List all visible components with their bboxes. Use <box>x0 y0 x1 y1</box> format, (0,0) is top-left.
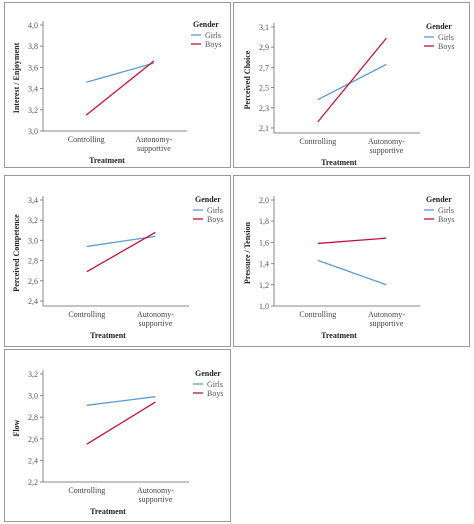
legend-title: Gender <box>195 369 221 378</box>
y-tick-label: 3,0 <box>28 236 38 245</box>
x-tick-label: Autonomy-supportive <box>137 310 174 328</box>
legend-title: Gender <box>193 20 219 29</box>
y-tick-label: 2,2 <box>28 478 38 487</box>
series-line-boys <box>86 401 156 445</box>
y-tick-label: 3,6 <box>28 63 38 72</box>
y-tick-label: 3,4 <box>28 196 38 205</box>
x-axis-title: Treatment <box>321 331 357 340</box>
chart-panel-4: 1,0 1,2 1,4 1,6 1,8 2,0 Controlling Autonomy-su… <box>233 175 470 347</box>
y-tick-label: 3,2 <box>28 216 38 225</box>
y-tick-label: 3,0 <box>28 127 38 136</box>
x-tick-label: Autonomy-supportive <box>137 486 174 504</box>
series-line-boys <box>317 237 387 245</box>
y-axis-title: Flow <box>12 419 21 436</box>
chart-svg: 2,1 2,3 2,5 2,7 2,9 3,1 Controlling Autonomy-su… <box>243 22 454 167</box>
chart-svg: 2,4 2,6 2,8 3,0 3,2 3,4 Controlling Autonomy-su… <box>12 195 223 340</box>
y-tick-label: 2,3 <box>259 104 269 113</box>
y-tick-label: 2,1 <box>259 124 269 133</box>
y-tick-label: 2,4 <box>28 456 38 465</box>
y-tick-label: 1,6 <box>259 238 269 247</box>
chart-svg: 1,0 1,2 1,4 1,6 1,8 2,0 Controlling Autonomy-su… <box>243 195 454 340</box>
legend-entry: Boys <box>207 215 223 224</box>
legend-entry: Girls <box>438 206 454 215</box>
x-tick-label: Autonomy-supportive <box>368 137 405 155</box>
y-tick-label: 2,0 <box>259 196 269 205</box>
y-tick-label: 1,0 <box>259 302 269 311</box>
chart-svg: 2,2 2,4 2,6 2,8 3,0 3,2 Controlling Autonomy-su… <box>12 369 223 516</box>
x-axis-title: Treatment <box>321 158 357 167</box>
series-line-girls <box>86 396 156 406</box>
y-tick-label: 2,6 <box>28 435 38 444</box>
y-tick-label: 2,5 <box>259 84 269 93</box>
y-axis-title: Perceived Choice <box>243 50 252 109</box>
legend-title: Gender <box>195 195 221 204</box>
y-tick-label: 3,2 <box>28 370 38 379</box>
chart-panel-1: 3,0 3,2 3,4 3,6 3,8 4,0 Controlling Autonomy-su… <box>4 2 231 168</box>
legend-entry: Girls <box>207 206 223 215</box>
y-tick-label: 2,8 <box>28 413 38 422</box>
x-axis-title: Treatment <box>90 507 126 516</box>
x-tick-label: Controlling <box>299 137 336 146</box>
chart-panel-5: 2,2 2,4 2,6 2,8 3,0 3,2 Controlling Autonomy-su… <box>4 349 231 522</box>
y-tick-label: 3,0 <box>28 392 38 401</box>
series-line-girls <box>317 63 387 101</box>
y-axis-title: Interest / Enjoyment <box>12 42 21 113</box>
legend-title: Gender <box>426 195 452 204</box>
x-tick-label: Controlling <box>68 310 105 319</box>
series-line-boys <box>85 60 155 116</box>
y-tick-label: 2,6 <box>28 277 38 286</box>
series-line-boys <box>317 37 387 123</box>
legend-entry: Boys <box>438 42 454 51</box>
legend-entry: Boys <box>207 389 223 398</box>
legend-title: Gender <box>426 22 452 31</box>
y-tick-label: 2,9 <box>259 43 269 52</box>
x-tick-label: Controlling <box>299 310 336 319</box>
y-tick-label: 2,8 <box>28 257 38 266</box>
series-line-girls <box>86 62 155 83</box>
series-line-boys <box>86 231 156 273</box>
x-tick-label: Autonomy-supportive <box>368 310 405 328</box>
y-tick-label: 1,4 <box>259 260 269 269</box>
legend-entry: Boys <box>205 40 221 49</box>
x-axis-title: Treatment <box>90 331 126 340</box>
y-tick-label: 2,7 <box>259 63 269 72</box>
series-line-girls <box>317 259 387 286</box>
y-tick-label: 3,1 <box>259 23 269 32</box>
y-tick-label: 1,2 <box>259 281 269 290</box>
chart-panel-3: 2,4 2,6 2,8 3,0 3,2 3,4 Controlling Autonomy-su… <box>4 175 231 347</box>
x-tick-label: Controlling <box>68 486 105 495</box>
y-tick-label: 3,4 <box>28 85 38 94</box>
y-tick-label: 2,4 <box>28 297 38 306</box>
y-axis-title: Perceived Competence <box>12 214 21 292</box>
x-axis-title: Treatment <box>89 156 125 165</box>
chart-svg: 3,0 3,2 3,4 3,6 3,8 4,0 Controlling Autonomy-su… <box>12 20 221 165</box>
legend-entry: Girls <box>438 33 454 42</box>
y-tick-label: 4,0 <box>28 21 38 30</box>
x-tick-label: Autonomy-supportive <box>135 135 172 153</box>
y-tick-label: 3,8 <box>28 42 38 51</box>
legend-entry: Girls <box>207 380 223 389</box>
legend-entry: Girls <box>205 31 221 40</box>
y-axis-title: Pressure / Tension <box>243 221 252 283</box>
legend-entry: Boys <box>438 215 454 224</box>
chart-panel-2: 2,1 2,3 2,5 2,7 2,9 3,1 Controlling Autonomy-su… <box>233 2 470 168</box>
x-tick-label: Controlling <box>68 135 105 144</box>
y-tick-label: 3,2 <box>28 106 38 115</box>
series-line-girls <box>86 235 156 248</box>
y-tick-label: 1,8 <box>259 217 269 226</box>
